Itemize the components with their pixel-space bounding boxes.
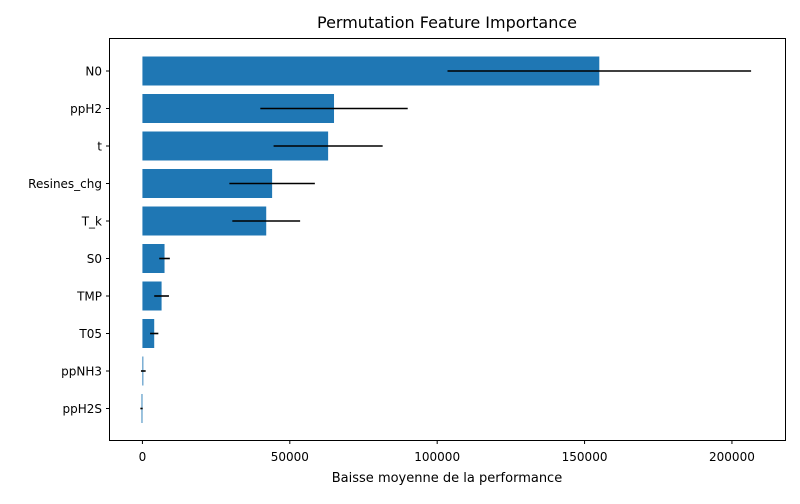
chart-title: Permutation Feature Importance: [317, 13, 577, 32]
x-tick-label: 100000: [414, 450, 460, 464]
bar-TMP: [142, 281, 162, 311]
x-axis-label: Baisse moyenne de la performance: [332, 471, 562, 486]
x-tick-label: 150000: [562, 450, 608, 464]
y-tick-label: N0: [85, 65, 102, 79]
y-tick-label: t: [97, 140, 102, 154]
x-axis-ticks: 0 50000 100000 150000 200000: [139, 440, 755, 464]
errorbars-layer: [140, 70, 752, 410]
y-tick-label: T_k: [81, 215, 102, 229]
bars-layer: [141, 56, 600, 423]
y-tick-label: ppH2: [70, 102, 102, 116]
x-tick-label: 200000: [709, 450, 755, 464]
y-axis-ticks: N0 ppH2 t Resines_chg T_k S0 TMP T05 ppNH3 ppH2S: [28, 65, 110, 416]
bar-T05: [142, 319, 155, 348]
plot-frame: [109, 38, 786, 441]
y-tick-label: ppNH3: [61, 365, 102, 379]
y-tick-label: Resines_chg: [28, 177, 102, 191]
x-tick-label: 0: [139, 450, 147, 464]
y-tick-label: S0: [87, 252, 102, 266]
y-tick-label: TMP: [76, 290, 102, 304]
x-tick-label: 50000: [271, 450, 309, 464]
y-tick-label: ppH2S: [62, 402, 102, 416]
bar-S0: [142, 244, 165, 273]
y-tick-label: T05: [78, 327, 102, 341]
